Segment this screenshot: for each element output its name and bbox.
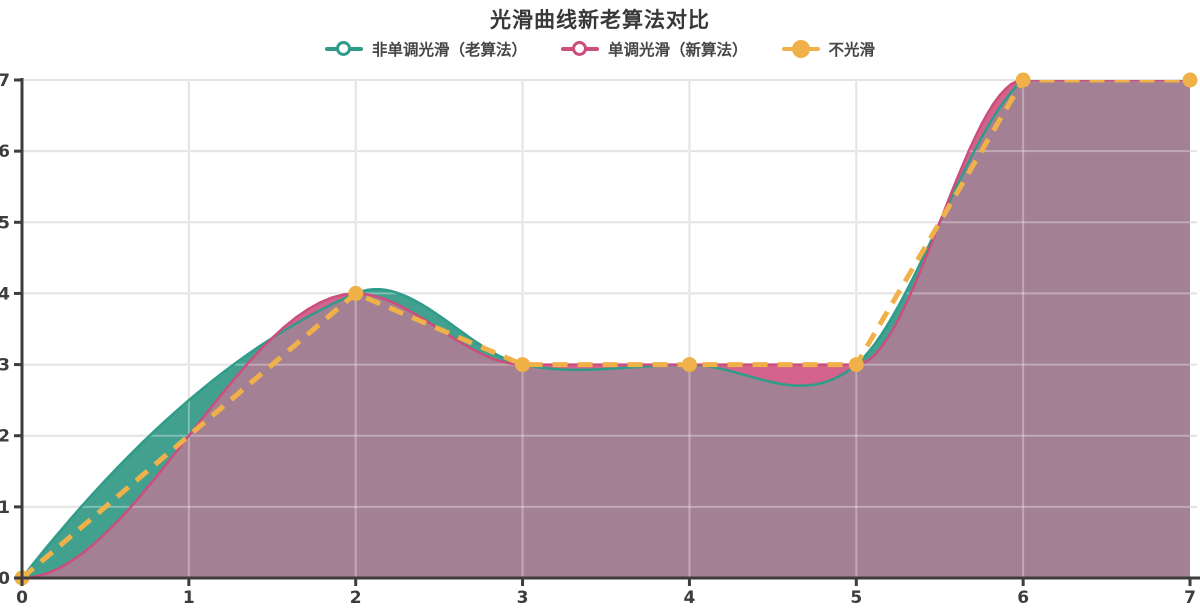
x-tick-label: 5 xyxy=(850,588,862,608)
legend-label: 单调光滑（新算法） xyxy=(607,41,748,59)
marker-point xyxy=(1182,72,1198,88)
legend-item-new-algorithm[interactable]: 单调光滑（新算法） xyxy=(560,38,748,60)
y-tick-label: 5 xyxy=(0,213,10,233)
x-tick-label: 1 xyxy=(183,588,195,608)
area-overlap xyxy=(22,80,1190,578)
legend-marker-new-algorithm xyxy=(560,41,599,57)
legend-label: 非单调光滑（老算法） xyxy=(371,41,527,59)
x-tick-label: 7 xyxy=(1184,588,1196,608)
y-tick-label: 7 xyxy=(0,71,10,91)
y-tick-label: 1 xyxy=(0,498,10,518)
marker-point xyxy=(848,357,864,373)
y-tick-label: 0 xyxy=(0,569,10,589)
legend-marker-old-algorithm xyxy=(324,41,363,57)
y-tick-label: 2 xyxy=(0,427,10,447)
marker-point xyxy=(1015,72,1031,88)
y-tick-label: 4 xyxy=(0,284,10,304)
x-tick-label: 4 xyxy=(684,588,696,608)
axes xyxy=(14,78,1200,586)
marker-point xyxy=(515,357,531,373)
chart-title: 光滑曲线新老算法对比 xyxy=(490,8,710,32)
legend-label: 不光滑 xyxy=(828,41,876,59)
data-point-markers xyxy=(14,72,1198,586)
legend-item-not-smooth[interactable]: 不光滑 xyxy=(781,38,876,60)
hollow-circle-icon xyxy=(335,41,351,56)
legend-item-old-algorithm[interactable]: 非单调光滑（老算法） xyxy=(324,38,527,60)
x-tick-label: 2 xyxy=(350,588,362,608)
series-fills xyxy=(22,80,1190,578)
marker-point xyxy=(681,357,697,373)
y-tick-label: 6 xyxy=(0,142,10,162)
axis-tick-labels: 0 1 2 3 4 5 6 7 0 1 2 3 4 5 6 7 xyxy=(0,71,1196,608)
marker-point xyxy=(348,285,364,301)
legend: 非单调光滑（老算法） 单调光滑（新算法） 不光滑 xyxy=(0,38,1200,60)
x-tick-label: 0 xyxy=(16,588,28,608)
y-tick-label: 3 xyxy=(0,356,10,376)
hollow-circle-icon xyxy=(571,41,587,56)
solid-circle-icon xyxy=(791,40,810,58)
x-tick-label: 3 xyxy=(517,588,529,608)
x-tick-label: 6 xyxy=(1017,588,1029,608)
legend-marker-not-smooth xyxy=(781,40,820,58)
